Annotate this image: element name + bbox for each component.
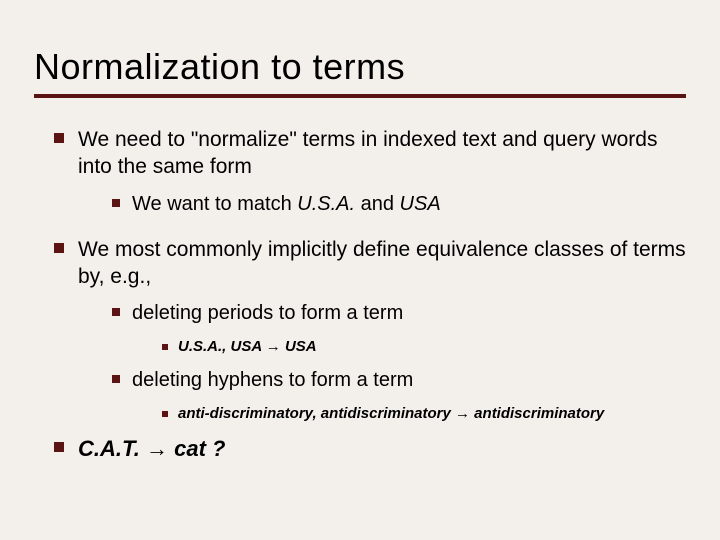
bullet-text: U.S.A., USA → USA bbox=[178, 337, 317, 357]
spacer bbox=[34, 228, 686, 236]
square-bullet-icon bbox=[54, 442, 64, 452]
text-fragment: antidiscriminatory bbox=[470, 405, 604, 422]
bullet-level2: We want to match U.S.A. and USA bbox=[34, 191, 686, 218]
bullet-text: We need to "normalize" terms in indexed … bbox=[78, 126, 686, 181]
bullet-text: anti-discriminatory, antidiscriminatory … bbox=[178, 404, 604, 424]
arrow-icon: → bbox=[146, 436, 168, 461]
bullet-level3: anti-discriminatory, antidiscriminatory … bbox=[34, 404, 686, 424]
slide-title: Normalization to terms bbox=[34, 46, 686, 88]
bullet-text: We want to match U.S.A. and USA bbox=[132, 191, 441, 218]
bullet-level3: U.S.A., USA → USA bbox=[34, 337, 686, 357]
content-list: We need to "normalize" terms in indexed … bbox=[34, 126, 686, 463]
square-bullet-icon bbox=[112, 308, 120, 316]
text-fragment: U.S.A., USA bbox=[178, 338, 266, 355]
italic-text: USA bbox=[400, 193, 441, 215]
arrow-icon: → bbox=[266, 338, 281, 355]
square-bullet-icon bbox=[112, 199, 120, 207]
title-rule bbox=[34, 94, 686, 98]
text-fragment: cat ? bbox=[168, 436, 225, 461]
italic-text: U.S.A. bbox=[297, 193, 355, 215]
square-bullet-icon bbox=[112, 375, 120, 383]
square-bullet-icon bbox=[162, 411, 168, 417]
arrow-icon: → bbox=[455, 405, 470, 422]
text-fragment: We want to match bbox=[132, 193, 297, 215]
square-bullet-icon bbox=[54, 243, 64, 253]
bullet-level1: We need to "normalize" terms in indexed … bbox=[34, 126, 686, 181]
square-bullet-icon bbox=[162, 344, 168, 350]
bullet-level1: We most commonly implicitly define equiv… bbox=[34, 236, 686, 291]
slide: Normalization to terms We need to "norma… bbox=[0, 0, 720, 493]
bullet-text: deleting periods to form a term bbox=[132, 300, 403, 327]
bullet-text: C.A.T. → cat ? bbox=[78, 435, 686, 464]
text-fragment: USA bbox=[281, 338, 317, 355]
bullet-level2: deleting periods to form a term bbox=[34, 300, 686, 327]
text-fragment: and bbox=[355, 193, 399, 215]
bullet-level2: deleting hyphens to form a term bbox=[34, 367, 686, 394]
bullet-level1: C.A.T. → cat ? bbox=[34, 435, 686, 464]
bullet-text: deleting hyphens to form a term bbox=[132, 367, 413, 394]
bullet-text: We most commonly implicitly define equiv… bbox=[78, 236, 686, 291]
square-bullet-icon bbox=[54, 133, 64, 143]
text-fragment: anti-discriminatory, antidiscriminatory bbox=[178, 405, 455, 422]
text-fragment: C.A.T. bbox=[78, 436, 146, 461]
